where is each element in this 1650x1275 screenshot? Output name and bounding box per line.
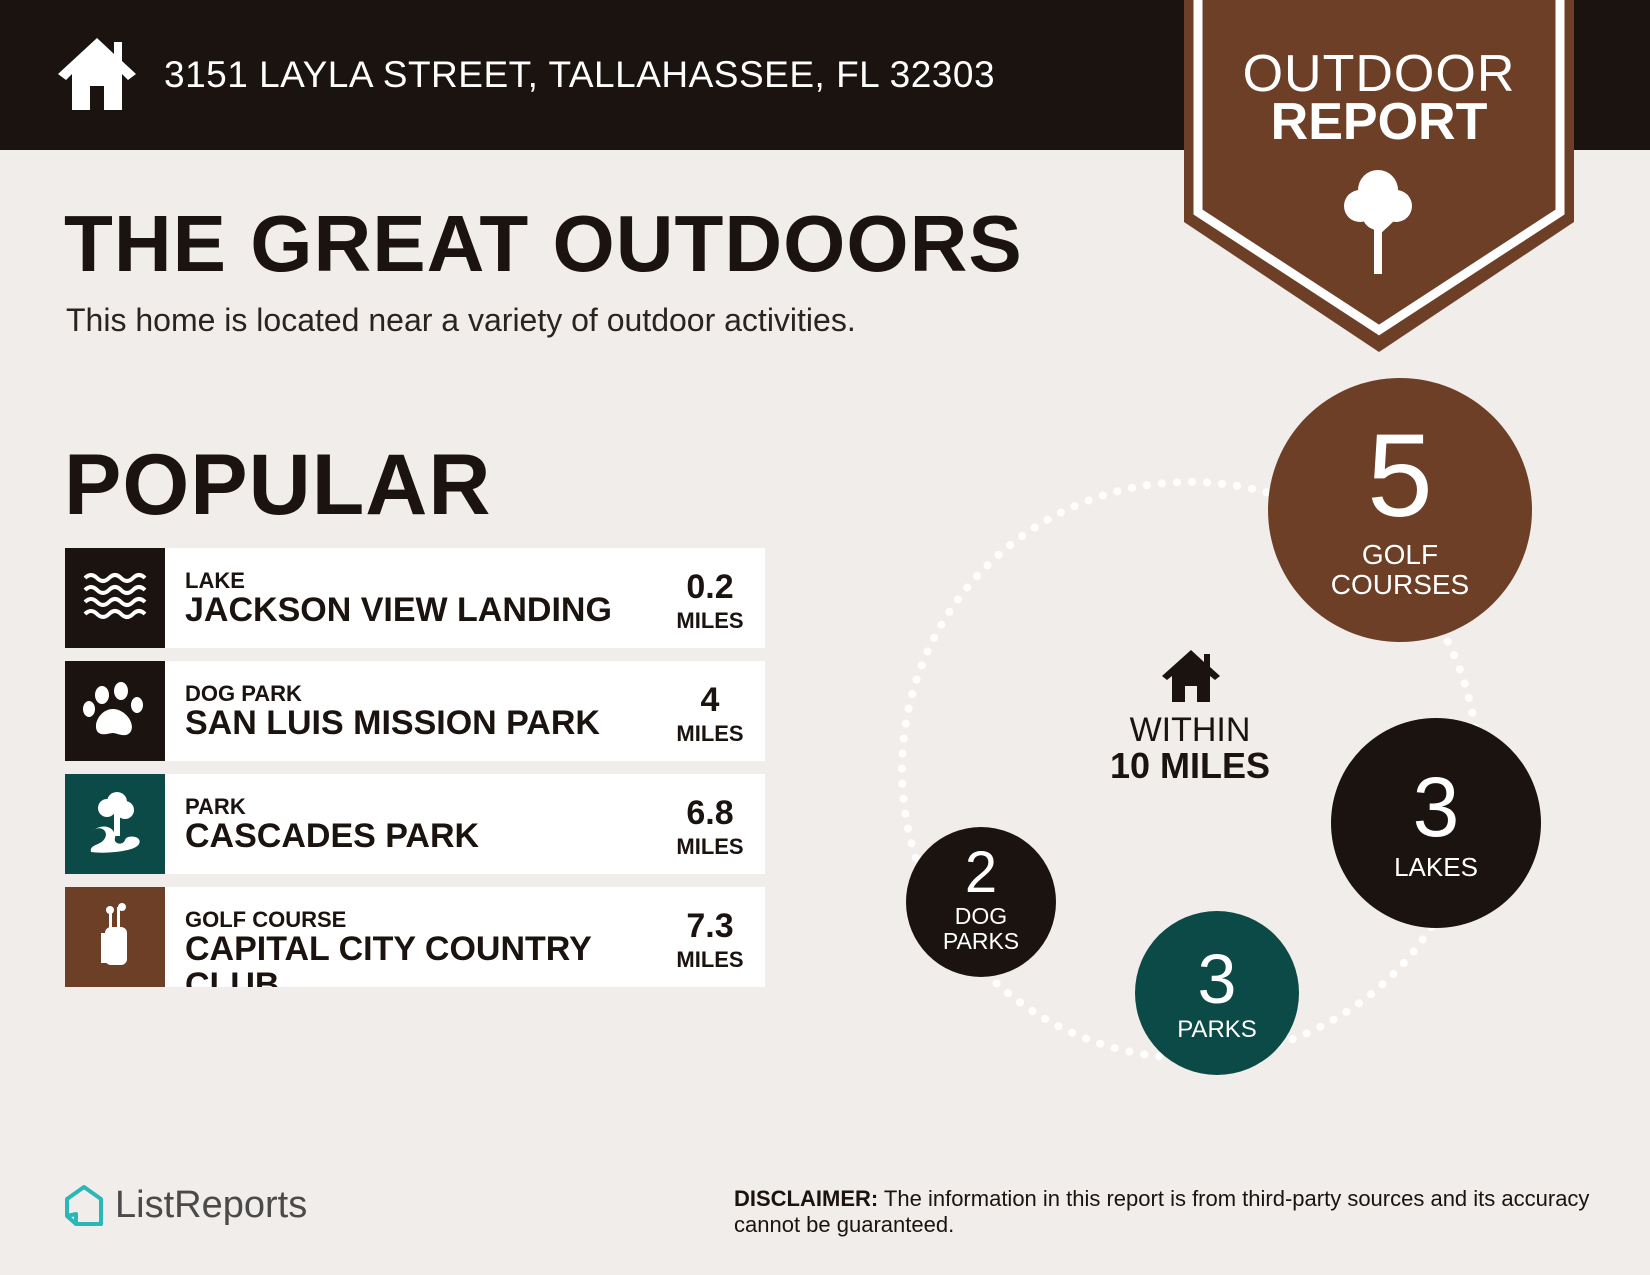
page-title: THE GREAT OUTDOORS (64, 199, 1023, 288)
list-item: DOG PARK SAN LUIS MISSION PARK 4 MILES (65, 661, 765, 761)
waves-icon (65, 548, 165, 648)
radius-label-line2: 10 MILES (1109, 745, 1271, 786)
item-name: CASCADES PARK (185, 817, 480, 855)
radius-label-line1: WITHIN (1129, 711, 1251, 749)
badge-title-line1: OUTDOOR (1242, 45, 1516, 103)
lakes-circle (1331, 718, 1541, 928)
count-value: 2 (964, 840, 998, 905)
lakes-count: 3 LAKES (1356, 762, 1516, 882)
item-distance-unit: MILES (676, 721, 744, 746)
parks-circle (1135, 911, 1299, 1075)
count-label-line1: DOG (954, 903, 1008, 929)
count-label-line1: PARKS (1177, 1016, 1257, 1043)
golf-courses-count: 5 GOLF COURSES (1300, 412, 1500, 600)
golf-courses-circle (1268, 378, 1532, 642)
count-value: 3 (1412, 760, 1460, 854)
item-name: CAPITAL CITY COUNTRY CLUB (185, 930, 592, 987)
count-value: 5 (1367, 410, 1433, 542)
park-tree-icon (65, 774, 165, 874)
property-address: 3151 LAYLA STREET, TALLAHASSEE, FL 32303 (164, 54, 996, 95)
home-icon (1162, 650, 1220, 702)
item-distance: 4 (700, 681, 720, 719)
item-category: LAKE (185, 568, 245, 593)
disclaimer-label: DISCLAIMER: (734, 1186, 879, 1211)
radius-label: WITHIN 10 MILES (1090, 712, 1290, 784)
item-category: GOLF COURSE (185, 907, 347, 932)
count-label-line1: LAKES (1394, 852, 1478, 882)
list-item: LAKE JACKSON VIEW LANDING 0.2 MILES (65, 548, 765, 648)
list-item: PARK CASCADES PARK 6.8 MILES (65, 774, 765, 874)
dog-parks-circle (906, 827, 1056, 977)
item-distance: 7.3 (686, 907, 734, 945)
item-distance-unit: MILES (676, 947, 744, 972)
page-subtitle: This home is located near a variety of o… (66, 302, 856, 338)
item-distance: 6.8 (686, 794, 734, 832)
brand-name: ListReports (115, 1184, 308, 1226)
popular-heading: POPULAR (64, 437, 492, 533)
badge-title-line2: REPORT (1270, 93, 1488, 151)
item-distance: 0.2 (686, 568, 734, 606)
count-label-line2: PARKS (942, 928, 1020, 954)
count-value: 3 (1197, 940, 1237, 1018)
item-distance-unit: MILES (676, 608, 744, 633)
disclaimer: DISCLAIMER: The information in this repo… (734, 1186, 1614, 1238)
badge-title: OUTDOOR REPORT (1184, 45, 1574, 151)
item-distance-unit: MILES (676, 834, 744, 859)
home-icon (58, 38, 136, 110)
item-name: JACKSON VIEW LANDING (185, 591, 612, 629)
dog-parks-count: 2 DOG PARKS (916, 842, 1046, 954)
count-label-line2: COURSES (1330, 569, 1470, 600)
count-label-line1: GOLF (1361, 539, 1439, 570)
item-category: DOG PARK (185, 681, 302, 706)
item-name: SAN LUIS MISSION PARK (185, 704, 600, 742)
paw-icon (65, 661, 165, 761)
tree-icon (1344, 170, 1412, 274)
item-category: PARK (185, 794, 246, 819)
disclaimer-text: The information in this report is from t… (734, 1186, 1590, 1237)
list-item: GOLF COURSE CAPITAL CITY COUNTRY CLUB 7.… (65, 887, 765, 987)
golf-bag-icon (65, 887, 165, 987)
listreports-logo-icon (65, 1185, 103, 1226)
parks-count: 3 PARKS (1147, 942, 1287, 1044)
